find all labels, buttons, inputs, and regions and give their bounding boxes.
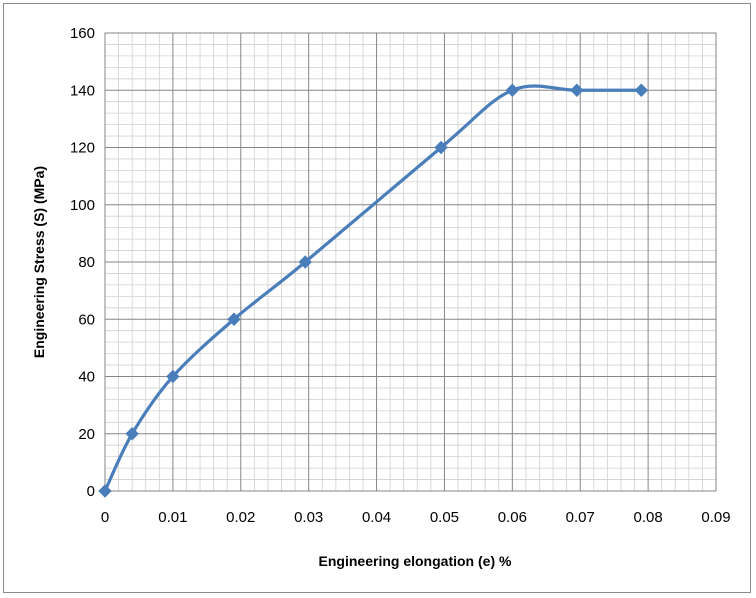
x-tick-label: 0.05 [430, 509, 459, 526]
x-tick-label: 0 [101, 509, 109, 526]
data-point-marker [434, 140, 448, 155]
data-point-marker [298, 255, 312, 269]
series-line [103, 84, 643, 493]
plot-area-border [104, 32, 717, 492]
y-tick-label: 160 [70, 25, 95, 42]
y-tick-label: 20 [78, 426, 95, 443]
x-tick-label: 0.02 [226, 509, 255, 526]
y-tick-label: 100 [70, 197, 95, 214]
y-tick-label: 40 [78, 369, 95, 386]
data-point-marker [505, 83, 520, 97]
x-tick-label: 0.01 [158, 509, 187, 526]
y-tick-label: 120 [70, 140, 95, 157]
data-point-marker [166, 369, 180, 384]
y-axis-title: Engineering Stress (S) (MPa) [31, 166, 47, 358]
x-tick-label: 0.07 [566, 509, 595, 526]
data-point-marker [125, 427, 139, 441]
y-tick-label: 0 [87, 483, 95, 500]
data-point-marker [227, 312, 241, 326]
series-layer [98, 83, 649, 498]
x-tick-label: 0.04 [362, 509, 391, 526]
data-point-marker [634, 83, 649, 97]
y-tick-label: 80 [78, 254, 95, 271]
x-tick-label: 0.06 [498, 509, 527, 526]
x-tick-label: 0.03 [294, 509, 323, 526]
data-point-marker [98, 484, 112, 498]
x-tick-label: 0.09 [701, 509, 730, 526]
x-axis-title: Engineering elongation (e) % [319, 553, 512, 569]
x-axis-tick-labels: 0 0.01 0.02 0.03 0.04 0.05 0.06 0.07 0.08 0.09 [101, 509, 731, 526]
x-tick-label: 0.08 [634, 509, 663, 526]
y-axis-tick-labels: 0 20 40 60 80 100 120 140 160 [70, 25, 95, 500]
y-tick-label: 60 [78, 311, 95, 328]
y-tick-label: 140 [70, 82, 95, 99]
data-point-marker [570, 83, 584, 97]
